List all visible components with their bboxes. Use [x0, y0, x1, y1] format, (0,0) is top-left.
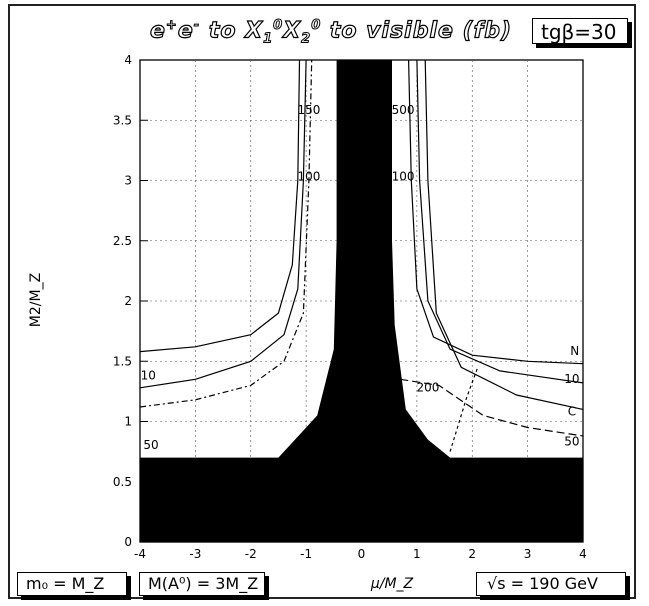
contour-label: N	[570, 344, 579, 358]
contour-right-dashed	[400, 378, 584, 437]
title-to: to X	[200, 18, 264, 44]
contour-right-solid-2	[416, 59, 584, 384]
excluded-region	[140, 60, 583, 542]
x-tick-label: 3	[524, 547, 532, 561]
y-tick-label: 3.5	[113, 113, 132, 127]
chart-title: e+e- to X10X20 to visible (fb)	[149, 18, 512, 48]
contour-left-dashdot-1	[139, 59, 313, 408]
contour-label: 50	[564, 435, 579, 449]
title-sub2: 2	[301, 31, 312, 47]
x-axis-label: μ/M_Z	[370, 576, 414, 592]
contour-label: 200	[416, 380, 439, 394]
y-tick-label: 1	[124, 415, 132, 429]
y-tick-label: 3	[124, 174, 132, 188]
y-tick-label: 1.5	[113, 354, 132, 368]
x-tick-label: 0	[358, 547, 366, 561]
title-minus: -	[193, 18, 201, 34]
contour-right-dotted	[449, 367, 479, 452]
x-tick-label: 4	[579, 547, 587, 561]
ma-box: M(A⁰) = 3M_Z	[139, 572, 265, 596]
tan-beta-box: tgβ=30	[532, 18, 628, 44]
contour-right-solid-3	[424, 59, 584, 410]
x-tick-label: 2	[468, 547, 476, 561]
sqrt-s-box: √s = 190 GeV	[476, 572, 626, 596]
title-sup1: 0	[273, 18, 284, 34]
y-tick-label: 2.5	[113, 234, 132, 248]
x-tick-label: -1	[300, 547, 312, 561]
title-plus: +	[165, 18, 178, 34]
contour-label: 100	[392, 170, 415, 184]
x-tick-label: -3	[189, 547, 201, 561]
contour-label: 50	[143, 438, 158, 452]
y-axis-label: M2/M_Z	[28, 273, 44, 327]
x-tick-label: 1	[413, 547, 421, 561]
title-tail: to visible (fb)	[321, 18, 512, 44]
y-tick-label: 0.5	[113, 475, 132, 489]
title-e1: e	[149, 18, 166, 44]
figure-frame	[8, 4, 636, 599]
y-tick-label: 4	[124, 53, 132, 67]
x-tick-label: -2	[245, 547, 257, 561]
title-sup2: 0	[311, 18, 322, 34]
contour-label: 150	[297, 103, 320, 117]
contour-label: C	[568, 404, 576, 418]
contour-left-solid-1	[139, 59, 307, 389]
contour-label: 10	[564, 372, 579, 386]
contour-left-solid-2	[139, 59, 301, 353]
x-tick-label: -4	[134, 547, 146, 561]
contour-label: 100	[297, 170, 320, 184]
y-tick-label: 2	[124, 294, 132, 308]
contour-label: 10	[141, 368, 156, 382]
m0-box: m₀ = M_Z	[17, 572, 127, 596]
contour-label: 500	[392, 103, 415, 117]
title-x2: X	[283, 18, 302, 44]
title-sub1: 1	[263, 31, 274, 47]
y-tick-label: 0	[124, 535, 132, 549]
contour-right-solid-1	[408, 59, 584, 365]
title-e2: e	[177, 18, 194, 44]
